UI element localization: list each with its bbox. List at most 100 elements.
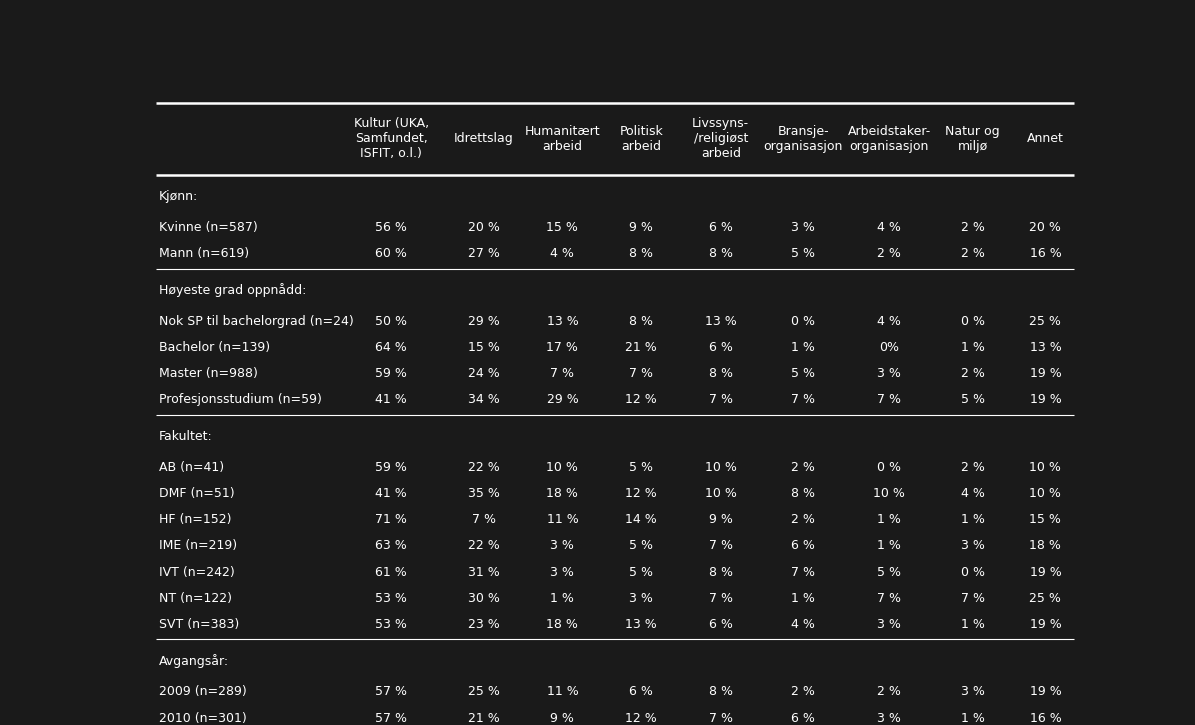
Text: 0%: 0% (880, 341, 900, 354)
Text: 1 %: 1 % (877, 539, 901, 552)
Text: 19 %: 19 % (1030, 394, 1061, 407)
Text: 1 %: 1 % (791, 592, 815, 605)
Text: 1 %: 1 % (791, 341, 815, 354)
Text: 12 %: 12 % (625, 711, 657, 724)
Text: 2 %: 2 % (791, 685, 815, 698)
Text: 11 %: 11 % (546, 685, 578, 698)
Text: 2 %: 2 % (961, 221, 985, 234)
Text: 11 %: 11 % (546, 513, 578, 526)
Text: 7 %: 7 % (629, 367, 654, 380)
Text: 10 %: 10 % (705, 460, 737, 473)
Text: 7 %: 7 % (791, 566, 815, 579)
Text: 15 %: 15 % (467, 341, 500, 354)
Text: 2 %: 2 % (877, 685, 901, 698)
Text: 21 %: 21 % (625, 341, 657, 354)
Text: 29 %: 29 % (546, 394, 578, 407)
Text: 10 %: 10 % (705, 487, 737, 500)
Text: 59 %: 59 % (375, 367, 407, 380)
Text: 8 %: 8 % (629, 315, 654, 328)
Text: 8 %: 8 % (791, 487, 815, 500)
Text: 9 %: 9 % (709, 513, 733, 526)
Text: 30 %: 30 % (467, 592, 500, 605)
Text: Avgangsår:: Avgangsår: (159, 654, 228, 668)
Text: 50 %: 50 % (375, 315, 407, 328)
Text: 3 %: 3 % (877, 367, 901, 380)
Text: 6 %: 6 % (709, 341, 733, 354)
Text: 3 %: 3 % (551, 539, 575, 552)
Text: 35 %: 35 % (467, 487, 500, 500)
Text: 0 %: 0 % (961, 315, 985, 328)
Text: Annet: Annet (1027, 133, 1064, 146)
Text: Politisk
arbeid: Politisk arbeid (619, 125, 663, 153)
Text: 10 %: 10 % (1029, 460, 1061, 473)
Text: 2 %: 2 % (961, 460, 985, 473)
Text: 22 %: 22 % (467, 460, 500, 473)
Text: Kjønn:: Kjønn: (159, 190, 198, 203)
Text: 13 %: 13 % (705, 315, 736, 328)
Text: Arbeidstaker-
organisasjon: Arbeidstaker- organisasjon (847, 125, 931, 153)
Text: 12 %: 12 % (625, 394, 657, 407)
Text: 3 %: 3 % (961, 539, 985, 552)
Text: 13 %: 13 % (625, 618, 657, 631)
Text: 18 %: 18 % (546, 487, 578, 500)
Text: Fakultet:: Fakultet: (159, 430, 213, 443)
Text: 1 %: 1 % (877, 513, 901, 526)
Text: 56 %: 56 % (375, 221, 407, 234)
Text: 20 %: 20 % (467, 221, 500, 234)
Text: 5 %: 5 % (629, 566, 654, 579)
Text: 5 %: 5 % (961, 394, 985, 407)
Text: Humanitært
arbeid: Humanitært arbeid (525, 125, 600, 153)
Text: 8 %: 8 % (709, 367, 733, 380)
Text: 0 %: 0 % (877, 460, 901, 473)
Text: 6 %: 6 % (791, 711, 815, 724)
Text: 15 %: 15 % (1029, 513, 1061, 526)
Text: 8 %: 8 % (709, 247, 733, 260)
Text: Natur og
miljø: Natur og miljø (945, 125, 1000, 153)
Text: 1 %: 1 % (961, 341, 985, 354)
Text: 8 %: 8 % (629, 247, 654, 260)
Text: 13 %: 13 % (546, 315, 578, 328)
Text: Idrettslag: Idrettslag (454, 133, 514, 146)
Text: 4 %: 4 % (791, 618, 815, 631)
Text: 7 %: 7 % (961, 592, 985, 605)
Text: 0 %: 0 % (961, 566, 985, 579)
Text: 14 %: 14 % (625, 513, 657, 526)
Text: 61 %: 61 % (375, 566, 407, 579)
Text: 19 %: 19 % (1030, 566, 1061, 579)
Text: 20 %: 20 % (1029, 221, 1061, 234)
Text: 4 %: 4 % (551, 247, 575, 260)
Text: 4 %: 4 % (877, 221, 901, 234)
Text: 57 %: 57 % (375, 685, 407, 698)
Text: 9 %: 9 % (551, 711, 575, 724)
Text: Bachelor (n=139): Bachelor (n=139) (159, 341, 270, 354)
Text: 60 %: 60 % (375, 247, 407, 260)
Text: 10 %: 10 % (546, 460, 578, 473)
Text: Mann (n=619): Mann (n=619) (159, 247, 249, 260)
Text: 7 %: 7 % (709, 539, 733, 552)
Text: 53 %: 53 % (375, 618, 407, 631)
Text: 5 %: 5 % (791, 367, 815, 380)
Text: 4 %: 4 % (877, 315, 901, 328)
Text: 3 %: 3 % (630, 592, 654, 605)
Text: 6 %: 6 % (630, 685, 654, 698)
Text: 6 %: 6 % (791, 539, 815, 552)
Text: 7 %: 7 % (709, 711, 733, 724)
Text: 5 %: 5 % (791, 247, 815, 260)
Text: Profesjonsstudium (n=59): Profesjonsstudium (n=59) (159, 394, 321, 407)
Text: 63 %: 63 % (375, 539, 407, 552)
Text: 41 %: 41 % (375, 394, 407, 407)
Text: 29 %: 29 % (467, 315, 500, 328)
Text: 19 %: 19 % (1030, 618, 1061, 631)
Text: 25 %: 25 % (1029, 592, 1061, 605)
Text: 3 %: 3 % (551, 566, 575, 579)
Text: 25 %: 25 % (467, 685, 500, 698)
Text: 0 %: 0 % (791, 315, 815, 328)
Text: 16 %: 16 % (1030, 711, 1061, 724)
Text: 12 %: 12 % (625, 487, 657, 500)
Text: 5 %: 5 % (629, 460, 654, 473)
Text: 7 %: 7 % (877, 394, 901, 407)
Text: 2 %: 2 % (961, 247, 985, 260)
Text: 18 %: 18 % (1029, 539, 1061, 552)
Text: AB (n=41): AB (n=41) (159, 460, 223, 473)
Text: 64 %: 64 % (375, 341, 407, 354)
